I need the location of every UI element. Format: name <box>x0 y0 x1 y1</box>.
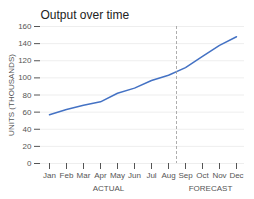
svg-text:May: May <box>110 171 125 180</box>
svg-text:Oct: Oct <box>196 171 209 180</box>
svg-text:Aug: Aug <box>161 171 175 180</box>
svg-text:Apr: Apr <box>94 171 107 180</box>
svg-text:Jun: Jun <box>128 171 141 180</box>
svg-text:20: 20 <box>23 142 32 151</box>
svg-text:40: 40 <box>23 125 32 134</box>
svg-text:Output over time: Output over time <box>41 8 130 22</box>
svg-text:120: 120 <box>18 56 32 65</box>
svg-text:Jul: Jul <box>146 171 156 180</box>
svg-text:80: 80 <box>23 91 32 100</box>
svg-text:FORECAST: FORECAST <box>189 184 233 193</box>
svg-text:60: 60 <box>23 108 32 117</box>
svg-text:Feb: Feb <box>60 171 74 180</box>
svg-text:Dec: Dec <box>229 171 243 180</box>
svg-text:140: 140 <box>18 39 32 48</box>
svg-text:Sep: Sep <box>178 171 193 180</box>
svg-text:100: 100 <box>18 73 32 82</box>
svg-text:160: 160 <box>18 22 32 31</box>
svg-text:ACTUAL: ACTUAL <box>93 184 125 193</box>
svg-text:Nov: Nov <box>212 171 226 180</box>
svg-text:UNITS (THOUSANDS): UNITS (THOUSANDS) <box>7 54 16 136</box>
svg-text:Mar: Mar <box>77 171 91 180</box>
svg-text:Jan: Jan <box>43 171 56 180</box>
svg-text:0: 0 <box>27 159 32 168</box>
